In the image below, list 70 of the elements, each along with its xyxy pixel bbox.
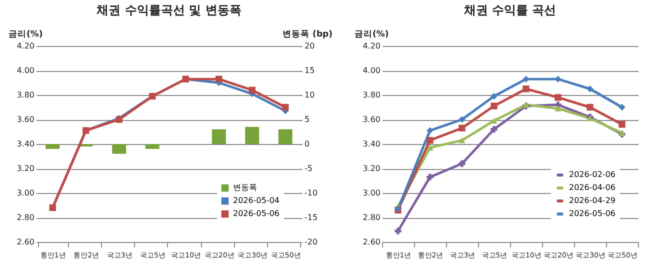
y2-tick-label: 15 — [304, 66, 315, 75]
y-axis-title: 금리(%) — [8, 30, 43, 40]
y-tick-label: 3.80 — [362, 90, 380, 100]
y2-tick-label: 20 — [304, 42, 315, 50]
point — [554, 106, 562, 112]
bar — [212, 129, 226, 144]
y-tick-label: 3.40 — [362, 140, 380, 148]
point — [522, 76, 530, 82]
legend-label: 2026-05-06 — [233, 209, 280, 218]
y-tick-label: 2.80 — [362, 213, 380, 222]
point — [248, 86, 256, 94]
bar — [145, 144, 160, 149]
legend-label: 2026-05-04 — [233, 196, 280, 205]
point — [426, 127, 434, 134]
y-tick-label: 3.00 — [362, 188, 380, 198]
y2-tick-label: -20 — [304, 238, 318, 246]
point — [618, 121, 626, 128]
legend-label: 2026-02-06 — [569, 170, 616, 179]
point — [490, 92, 498, 100]
bar — [46, 144, 60, 149]
y-tick-label: 4.20 — [362, 42, 380, 50]
chart-title: 채권 수익률 곡선 — [462, 3, 556, 17]
y-tick-label: 4.00 — [16, 66, 34, 75]
y-tick-label: 3.60 — [16, 115, 34, 124]
point — [554, 76, 562, 82]
point — [618, 104, 626, 111]
y2-axis-title: 변동폭 (bp) — [282, 30, 333, 40]
point — [426, 174, 434, 180]
bar — [245, 126, 260, 144]
point — [426, 144, 434, 151]
point — [458, 124, 466, 132]
y2-tick-label: -5 — [304, 164, 312, 173]
point — [394, 228, 402, 234]
y2-tick-label: 5 — [304, 115, 310, 124]
point — [216, 76, 222, 82]
y-tick-label: 3.00 — [16, 188, 34, 198]
y-tick-label: 3.40 — [16, 140, 34, 148]
bar — [278, 129, 292, 144]
y2-tick-label: -10 — [304, 188, 318, 198]
point — [586, 86, 594, 92]
point — [458, 137, 466, 144]
point — [426, 136, 434, 144]
legend-label: 변동폭 — [233, 183, 257, 192]
y-tick-label: 2.60 — [16, 238, 34, 246]
y-tick-label: 4.00 — [362, 66, 380, 75]
point — [490, 102, 498, 110]
legend-label: 2026-05-06 — [569, 209, 616, 218]
point — [282, 104, 289, 111]
point — [458, 116, 466, 123]
y-axis-title: 금리(%) — [354, 30, 389, 40]
y-tick-label: 3.60 — [362, 115, 380, 124]
bar — [112, 144, 126, 154]
point — [586, 104, 594, 111]
point — [490, 118, 498, 124]
point — [490, 126, 498, 133]
legend-label: 2026-04-29 — [569, 196, 616, 205]
y-tick-label: 3.20 — [16, 164, 34, 173]
chart-title: 채권 수익률곡선 및 변동폭 — [96, 3, 242, 17]
legend-label: 2026-04-06 — [569, 183, 616, 192]
point — [522, 86, 530, 92]
y-tick-label: 3.20 — [362, 164, 380, 173]
y2-tick-label: 0 — [304, 140, 310, 148]
y-tick-label: 4.20 — [16, 42, 34, 50]
y-tick-label: 2.80 — [16, 213, 34, 222]
y2-tick-label: -15 — [304, 213, 318, 222]
y-tick-label: 2.60 — [362, 238, 380, 246]
point — [554, 94, 562, 101]
point — [458, 160, 466, 167]
y-tick-label: 3.80 — [16, 90, 34, 100]
y2-tick-label: 10 — [304, 90, 315, 100]
